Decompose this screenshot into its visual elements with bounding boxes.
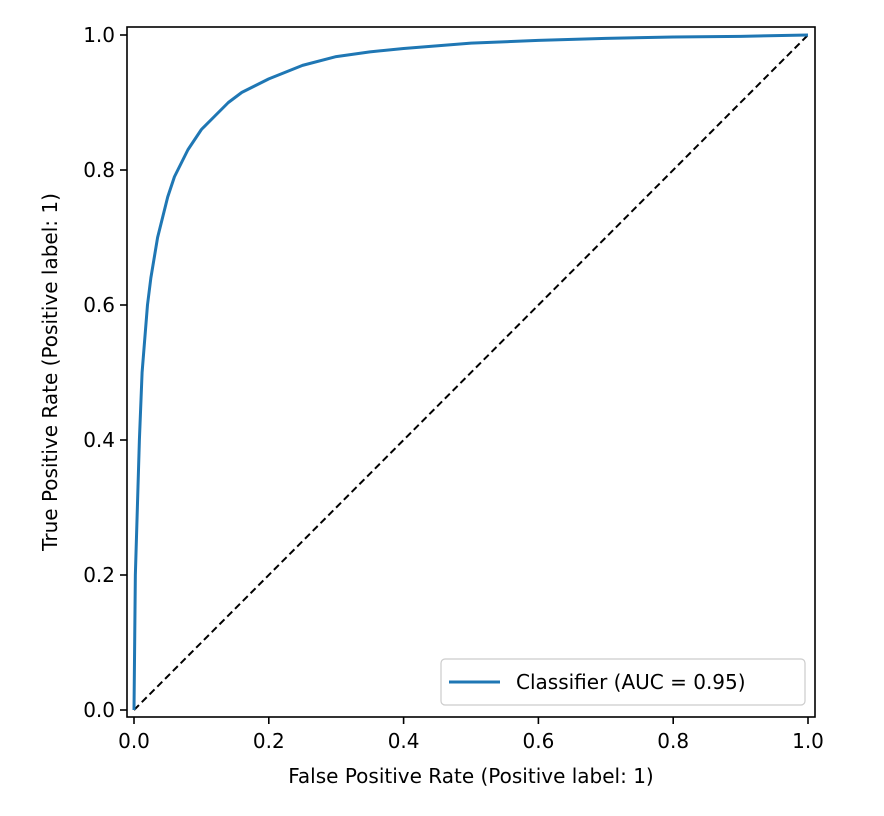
axes-frame [126,26,816,718]
legend-label: Classifier (AUC = 0.95) [516,670,746,694]
x-axis-label: False Positive Rate (Positive label: 1) [288,764,654,788]
x-tick-label: 0.4 [388,729,420,753]
x-tick-label: 0.8 [657,729,689,753]
y-axis-ticks: 0.0 0.2 0.4 0.6 0.8 1.0 [83,23,127,722]
y-tick-label: 0.2 [83,563,115,587]
y-tick-label: 1.0 [83,23,115,47]
y-tick-label: 0.6 [83,293,115,317]
legend: Classifier (AUC = 0.95) [440,658,806,706]
x-tick-label: 0.6 [522,729,554,753]
x-tick-label: 0.0 [118,729,150,753]
plot-area [126,26,816,718]
chance-diagonal-line [133,34,809,711]
x-axis-ticks: 0.0 0.2 0.4 0.6 0.8 1.0 [118,717,824,753]
y-tick-label: 0.8 [83,158,115,182]
y-tick-label: 0.4 [83,428,115,452]
y-tick-label: 0.0 [83,698,115,722]
x-tick-label: 0.2 [253,729,285,753]
x-tick-label: 1.0 [792,729,824,753]
y-axis-label: True Positive Rate (Positive label: 1) [38,193,62,552]
roc-curve-line [132,33,809,711]
legend-box [440,658,806,706]
